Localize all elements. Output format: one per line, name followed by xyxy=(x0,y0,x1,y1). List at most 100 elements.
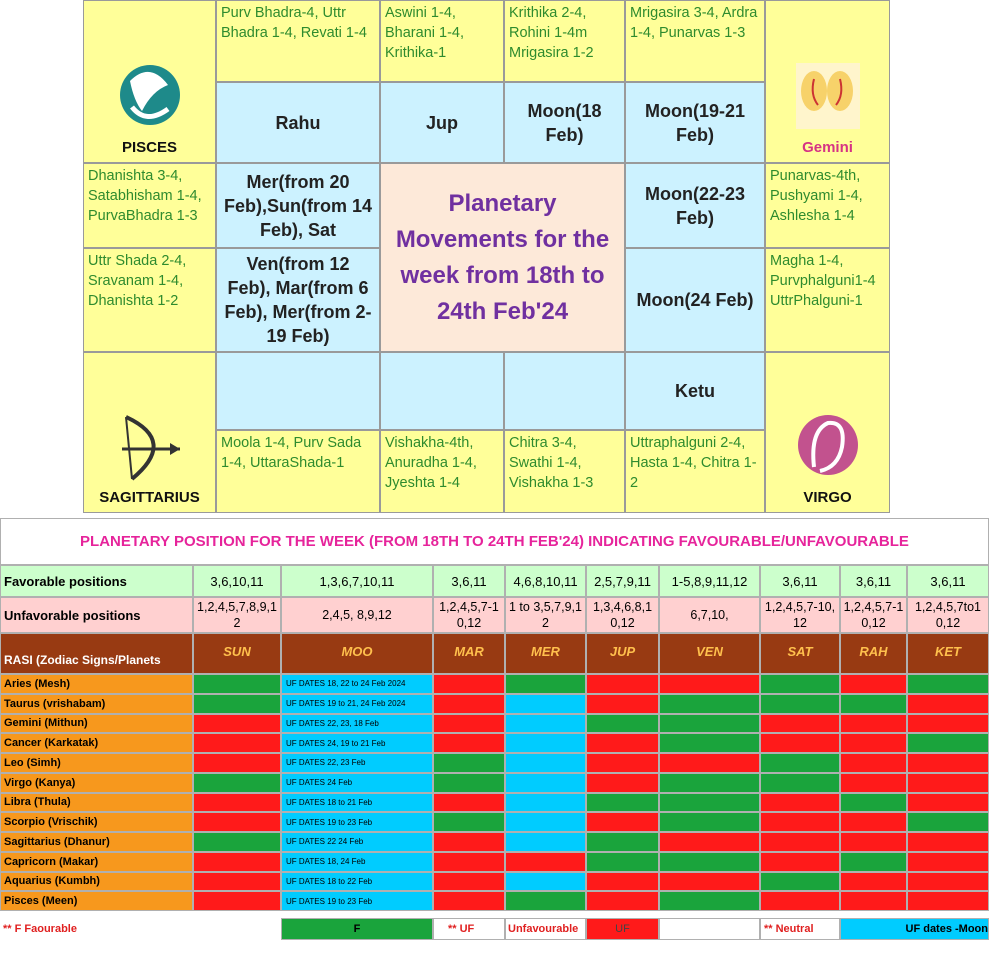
status-cell xyxy=(193,871,281,892)
sign-label: Taurus (vrishabam) xyxy=(0,693,193,714)
nakshatra-cell: Dhanishta 3-4, Satabhisham 1-4, PurvaBha… xyxy=(83,163,216,248)
status-cell xyxy=(433,713,505,734)
legend-note: ** Neutral xyxy=(760,918,840,940)
legend-note: ** F Faourable xyxy=(3,923,77,935)
status-cell xyxy=(433,792,505,813)
status-cell xyxy=(659,772,760,793)
status-cell xyxy=(505,871,586,892)
sign-name: VIRGO xyxy=(803,489,852,506)
status-cell xyxy=(760,832,840,852)
status-cell xyxy=(659,753,760,773)
table-title: PLANETARY POSITION FOR THE WEEK (FROM 18… xyxy=(0,518,989,565)
status-cell xyxy=(433,693,505,714)
unfavorable-value: 1 to 3,5,7,9,12 xyxy=(505,597,586,633)
status-cell xyxy=(907,733,989,753)
nakshatra-cell: Purv Bhadra-4, Uttr Bhadra 1-4, Revati 1… xyxy=(216,0,380,82)
status-cell xyxy=(840,713,907,734)
status-cell xyxy=(907,832,989,852)
nakshatra-cell: Magha 1-4, Purvphalguni1-4 UttrPhalguni-… xyxy=(765,248,890,352)
status-cell xyxy=(907,674,989,694)
status-cell xyxy=(505,713,586,734)
status-cell xyxy=(193,812,281,832)
status-cell xyxy=(659,851,760,872)
sign-icon xyxy=(795,63,860,129)
planet-header: SAT xyxy=(760,633,840,674)
sign-name: PISCES xyxy=(121,139,178,156)
nakshatra-cell: Aswini 1-4, Bharani 1-4, Krithika-1 xyxy=(380,0,504,82)
status-cell xyxy=(193,851,281,872)
planet-grid: Purv Bhadra-4, Uttr Bhadra 1-4, Revati 1… xyxy=(83,0,890,513)
planet-cell: Rahu xyxy=(216,82,380,163)
sign-label: Virgo (Kanya) xyxy=(0,772,193,793)
status-cell xyxy=(433,851,505,872)
sign-cell: SAGITTARIUS xyxy=(83,352,216,513)
status-cell xyxy=(760,733,840,753)
legend-swatch: F xyxy=(281,918,433,940)
unfavorable-value: 1,2,4,5,7-10,12 xyxy=(433,597,505,633)
favorable-value: 1,3,6,7,10,11 xyxy=(281,565,433,597)
favorable-value: 3,6,11 xyxy=(433,565,505,597)
planet-cell: Ven(from 12 Feb), Mar(from 6 Feb), Mer(f… xyxy=(216,248,380,352)
status-cell xyxy=(760,753,840,773)
unfavorable-value: 1,2,4,5,7,8,9,12 xyxy=(193,597,281,633)
planet-cell: Jup xyxy=(380,82,504,163)
sign-label: Capricorn (Makar) xyxy=(0,851,193,872)
status-cell: UF DATES 22 24 Feb xyxy=(281,832,433,852)
status-cell xyxy=(760,851,840,872)
planet-header: MOO xyxy=(281,633,433,674)
sign-cell: Gemini xyxy=(765,0,890,163)
status-cell xyxy=(586,851,659,872)
sign-label: Aquarius (Kumbh) xyxy=(0,871,193,892)
legend-swatch: UF dates -Moon xyxy=(840,918,989,940)
status-cell xyxy=(193,713,281,734)
nakshatra-cell: Moola 1-4, Purv Sada 1-4, UttaraShada-1 xyxy=(216,430,380,513)
status-cell xyxy=(433,871,505,892)
nakshatra-cell: Punarvas-4th, Pushyami 1-4, Ashlesha 1-4 xyxy=(765,163,890,248)
status-cell: UF DATES 18, 22 to 24 Feb 2024 xyxy=(281,674,433,694)
status-cell: UF DATES 24 Feb xyxy=(281,772,433,793)
status-cell xyxy=(586,891,659,911)
status-cell: UF DATES 19 to 23 Feb xyxy=(281,891,433,911)
sign-label: Pisces (Meen) xyxy=(0,891,193,911)
favorable-value: 4,6,8,10,11 xyxy=(505,565,586,597)
unfavorable-value: 1,2,4,5,7-10,12 xyxy=(840,597,907,633)
unfavorable-value: 1,2,4,5,7to10,12 xyxy=(907,597,989,633)
status-cell xyxy=(433,733,505,753)
status-cell xyxy=(840,753,907,773)
favorable-value: 2,5,7,9,11 xyxy=(586,565,659,597)
sign-label: Leo (Simh) xyxy=(0,753,193,773)
status-cell xyxy=(840,851,907,872)
status-cell xyxy=(505,772,586,793)
sign-name: Gemini xyxy=(802,139,853,156)
status-cell xyxy=(659,792,760,813)
favorable-value: 3,6,10,11 xyxy=(193,565,281,597)
status-cell xyxy=(907,772,989,793)
planet-header: RAH xyxy=(840,633,907,674)
planet-header: MAR xyxy=(433,633,505,674)
planet-header: JUP xyxy=(586,633,659,674)
center-title: Planetary Movements for the week from 18… xyxy=(380,163,625,352)
status-cell: UF DATES 19 to 21, 24 Feb 2024 xyxy=(281,693,433,714)
status-cell xyxy=(659,733,760,753)
sign-label: Libra (Thula) xyxy=(0,792,193,813)
favorable-value: 3,6,11 xyxy=(760,565,840,597)
status-cell xyxy=(659,713,760,734)
status-cell xyxy=(505,851,586,872)
status-cell xyxy=(433,753,505,773)
status-cell xyxy=(433,891,505,911)
nakshatra-cell: Mrigasira 3-4, Ardra 1-4, Punarvas 1-3 xyxy=(625,0,765,82)
sign-name: SAGITTARIUS xyxy=(99,489,200,506)
legend-blank xyxy=(659,918,760,940)
row-label: Unfavorable positions xyxy=(0,597,193,633)
status-cell xyxy=(193,891,281,911)
status-cell: UF DATES 24, 19 to 21 Feb xyxy=(281,733,433,753)
planet-cell: Moon(19-21 Feb) xyxy=(625,82,765,163)
status-cell: UF DATES 22, 23 Feb xyxy=(281,753,433,773)
planet-header: KET xyxy=(907,633,989,674)
status-cell xyxy=(907,871,989,892)
status-cell xyxy=(433,812,505,832)
status-cell xyxy=(840,792,907,813)
legend-note: ** UF xyxy=(433,918,505,940)
nakshatra-cell: Chitra 3-4, Swathi 1-4, Vishakha 1-3 xyxy=(504,430,625,513)
status-cell xyxy=(505,812,586,832)
